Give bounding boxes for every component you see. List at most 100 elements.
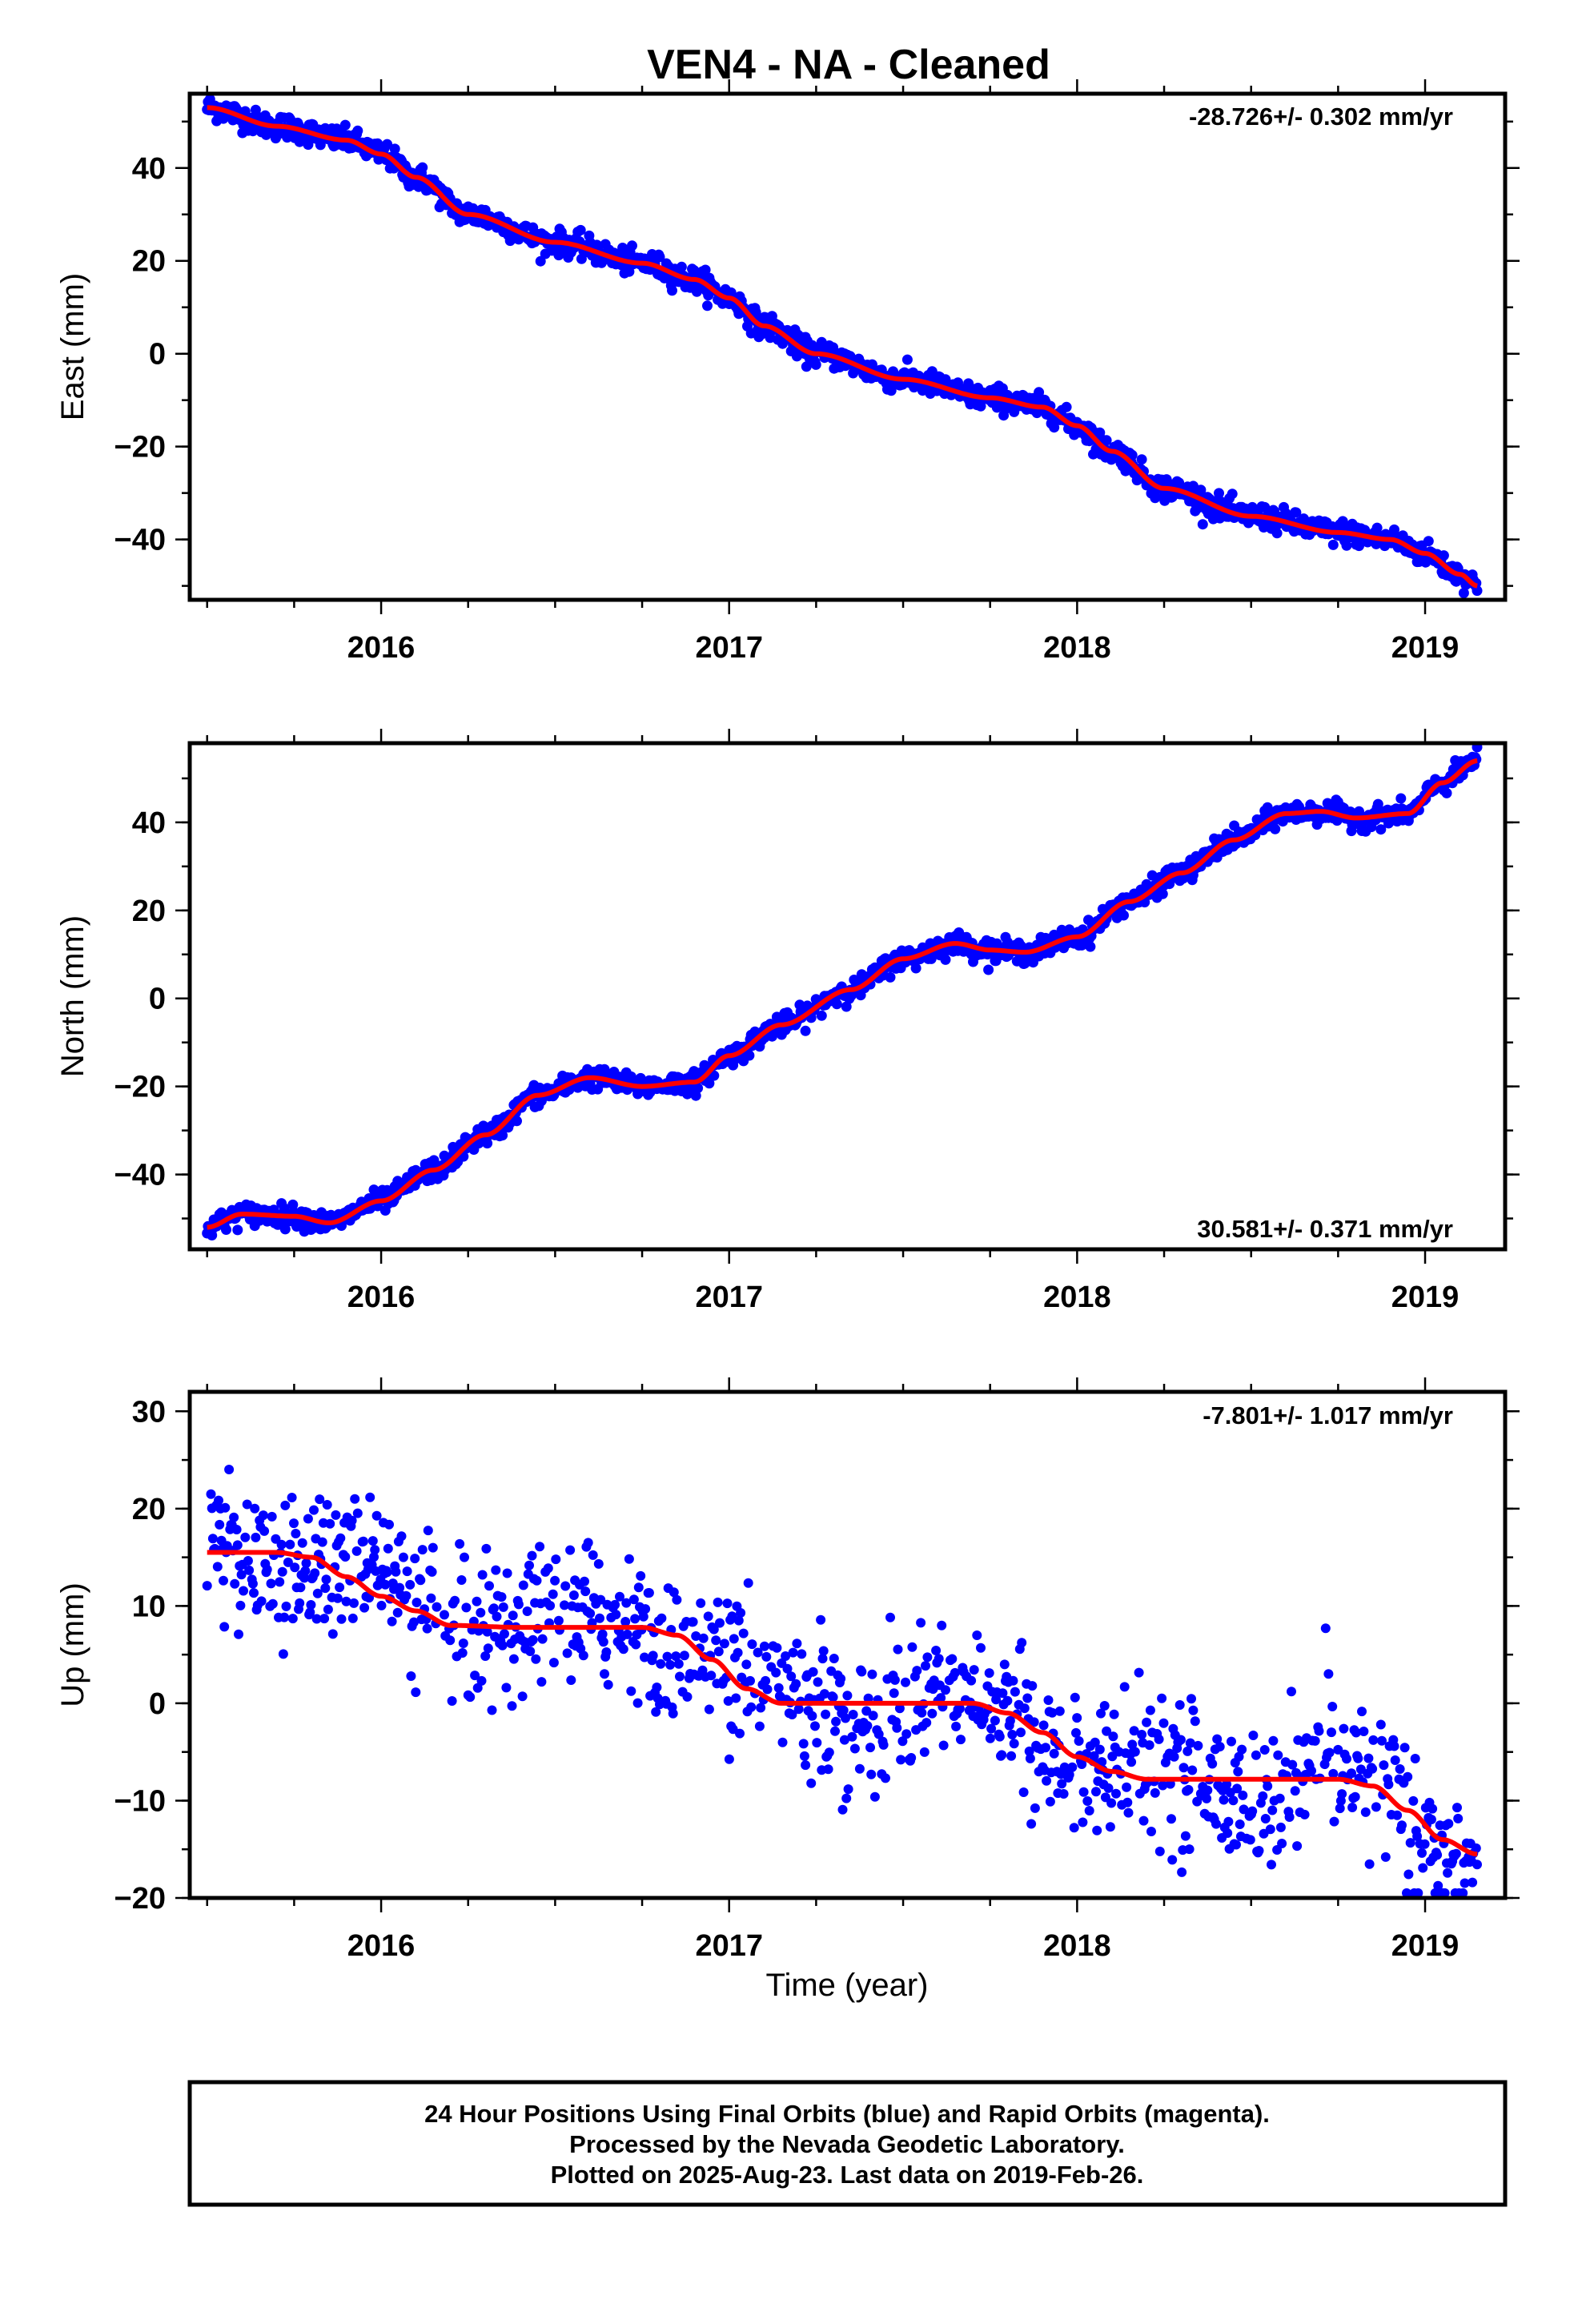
up-data-point (709, 1624, 719, 1634)
up-data-point (1006, 1751, 1017, 1761)
up-data-point (715, 1618, 725, 1628)
up-data-point (885, 1612, 895, 1622)
up-data-point (1223, 1828, 1233, 1838)
north-data-point (497, 1130, 508, 1141)
up-data-point (620, 1617, 631, 1626)
north-data-point (1395, 793, 1407, 804)
up-data-point (548, 1589, 558, 1599)
up-data-point (1178, 1763, 1189, 1773)
up-data-point (1045, 1796, 1055, 1807)
up-data-point (522, 1606, 532, 1616)
up-data-point (1102, 1726, 1112, 1736)
up-data-point (583, 1538, 593, 1548)
up-data-point (251, 1532, 261, 1542)
up-data-point (1103, 1783, 1114, 1793)
up-data-point (455, 1538, 465, 1549)
up-data-point (812, 1738, 822, 1748)
up-data-point (896, 1755, 906, 1765)
up-data-point (416, 1575, 426, 1586)
east-data-point (1126, 449, 1138, 460)
y-tick-label: 0 (149, 1687, 166, 1721)
up-data-point (1150, 1787, 1160, 1798)
up-data-point (868, 1711, 878, 1721)
up-data-point (1453, 1813, 1464, 1823)
up-data-point (1430, 1888, 1440, 1898)
up-data-point (1043, 1695, 1054, 1705)
up-data-point (1207, 1759, 1218, 1769)
up-data-point (536, 1677, 547, 1687)
up-data-point (1108, 1731, 1118, 1742)
up-data-point (1030, 1803, 1040, 1813)
up-data-point (1008, 1675, 1018, 1686)
east-data-point (352, 125, 363, 136)
up-data-point (966, 1675, 977, 1686)
up-data-point (566, 1675, 576, 1685)
up-data-point (1471, 1843, 1481, 1853)
x-tick-label: 2018 (1043, 1929, 1111, 1963)
up-data-point (897, 1736, 908, 1747)
east-data-point (627, 240, 637, 251)
up-data-point (1263, 1781, 1273, 1791)
up-data-point (445, 1635, 456, 1646)
up-data-point (1359, 1727, 1369, 1736)
up-data-point (1029, 1717, 1039, 1727)
north-ticks: 2016 2017 2018 2019 40 20 0 −20 −40 (114, 729, 1520, 1314)
east-data-point (575, 224, 586, 235)
up-data-point (391, 1566, 401, 1577)
up-data-point (698, 1633, 709, 1643)
up-data-point (1265, 1824, 1275, 1835)
up-data-point (427, 1566, 437, 1577)
up-data-point (1277, 1839, 1287, 1848)
up-data-point (580, 1576, 589, 1586)
up-data-point (615, 1591, 624, 1602)
up-data-point (736, 1608, 746, 1618)
east-data-point (667, 285, 677, 296)
up-data-point (919, 1747, 930, 1757)
up-data-point (731, 1693, 741, 1703)
up-data-point (917, 1707, 927, 1718)
up-data-point (322, 1500, 332, 1510)
up-data-point (688, 1617, 698, 1627)
up-data-point (618, 1644, 628, 1655)
north-data-point (841, 1001, 852, 1012)
up-data-point (496, 1592, 507, 1602)
up-data-point (1018, 1787, 1029, 1797)
up-data-point (682, 1691, 693, 1702)
up-data-point (651, 1707, 661, 1717)
up-data-point (1025, 1753, 1035, 1763)
up-data-point (401, 1590, 412, 1601)
up-data-point (477, 1570, 488, 1580)
east-data-point (339, 119, 351, 131)
up-data-point (849, 1743, 860, 1754)
y-tick-label: 20 (132, 895, 166, 928)
up-data-point (1245, 1835, 1255, 1845)
up-data-point (1363, 1753, 1374, 1763)
up-data-point (287, 1614, 298, 1624)
up-data-point (1154, 1846, 1165, 1856)
up-data-point (901, 1677, 910, 1687)
east-data-point (1291, 507, 1302, 518)
up-data-point (460, 1552, 469, 1562)
up-data-point (1433, 1880, 1443, 1891)
north-data-point (482, 1138, 493, 1149)
up-data-point (927, 1708, 938, 1719)
up-data-point (1157, 1693, 1167, 1703)
east-plot-frame (187, 91, 1508, 602)
up-data-point (256, 1596, 267, 1606)
up-data-point (1239, 1804, 1249, 1815)
east-data-point (810, 359, 821, 370)
up-data-point (857, 1667, 867, 1677)
east-data-point (389, 143, 400, 155)
up-data-point (907, 1642, 917, 1652)
up-data-point (831, 1716, 841, 1727)
up-data-point (1074, 1736, 1084, 1746)
up-data-point (1443, 1819, 1454, 1829)
east-data-point (702, 300, 713, 312)
north-data-point (800, 1025, 811, 1036)
up-data-point (1007, 1730, 1018, 1739)
up-data-point (1275, 1793, 1285, 1803)
up-data-point (847, 1731, 857, 1742)
east-data-point (700, 264, 711, 275)
up-data-point (417, 1545, 428, 1555)
north-fit-line (207, 758, 1478, 1230)
